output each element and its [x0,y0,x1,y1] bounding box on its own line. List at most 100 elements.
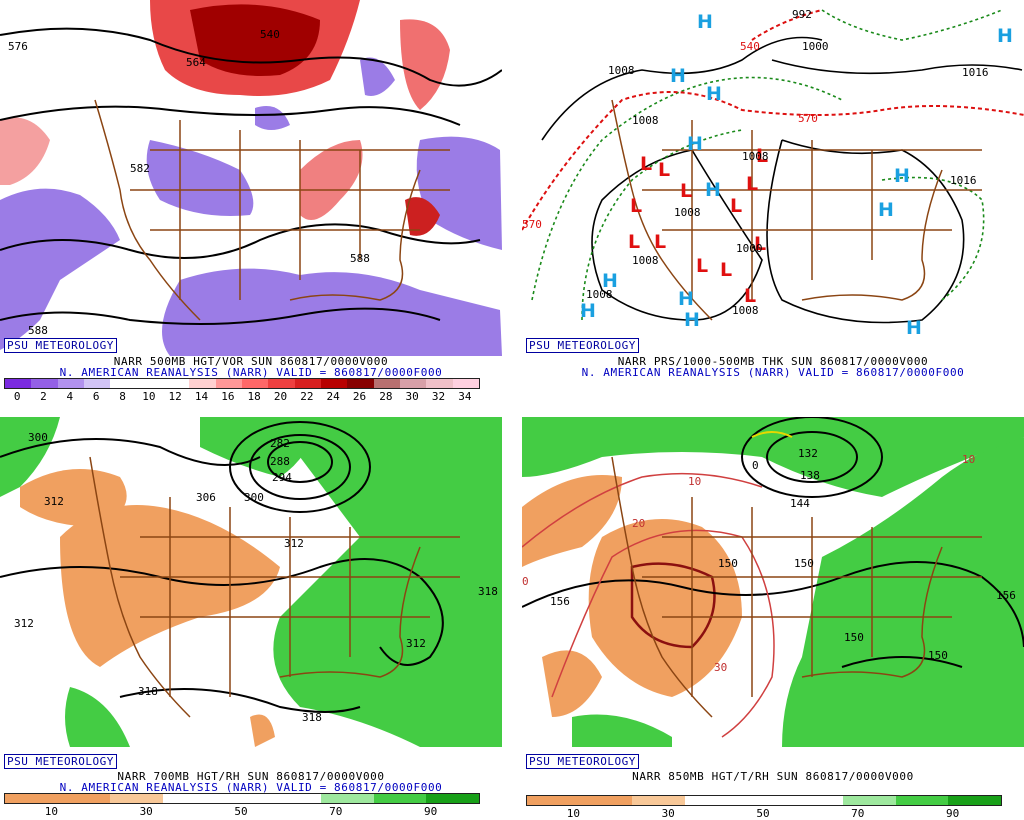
contour-label: 540 [740,40,760,53]
panel-500mb-hgt-vor: 576 540 564 582 588 588 PSU METEOROLOGY … [0,0,502,403]
contour-label: 1008 [674,206,701,219]
vorticity-max-region-atlantic [405,197,440,236]
high-pressure-symbol: H [687,133,703,155]
map-pressure-thickness: H H H H H H H H H H H H H L L L L L L L … [522,0,1024,356]
contour-label: 1008 [742,150,769,163]
contour-label: 288 [270,455,290,468]
contour-label: 144 [790,497,810,510]
contour-label: 20 [632,517,645,530]
contour-label: 1008 [632,254,659,267]
colorbar-swatch [268,379,295,388]
low-pressure-symbol: L [628,231,640,253]
vorticity-max-core [190,4,320,76]
contour-label: 564 [186,56,206,69]
colorbar-label: 50 [756,807,770,820]
caption-title: NARR PRS/1000-500MB THK SUN 860817/0000V… [617,355,929,368]
contour-label: 0 [522,575,529,588]
contour-label: 570 [522,218,542,231]
contour-label: 282 [270,437,290,450]
contour-label: 150 [718,557,738,570]
caption-title: NARR 700MB HGT/RH SUN 860817/0000V000 [117,770,385,783]
contour-label: 312 [14,617,34,630]
colorbar-swatch [31,379,58,388]
colorbar-swatch [110,794,164,803]
dry-region-gulf [250,714,275,747]
contour-label: 1008 [632,114,659,127]
low-pressure-symbol: L [640,153,652,175]
high-pressure-symbol: H [878,199,894,221]
colorbar-label: 12 [168,390,182,403]
colorbar-label: 2 [40,390,47,403]
colorbar-swatch [5,379,32,388]
colorbar-swatch [373,794,427,803]
colorbar-swatch [321,794,374,803]
colorbar-swatch [948,796,1002,805]
colorbar-label: 22 [300,390,314,403]
contour-label: 318 [138,685,158,698]
vorticity-low-region-west [0,188,120,350]
high-pressure-symbol: H [684,309,700,331]
contour-label: 570 [798,112,818,125]
colorbar-label: 6 [92,390,100,403]
contour-label: 300 [28,431,48,444]
low-pressure-symbol: L [756,145,768,167]
low-pressure-symbol: L [680,180,692,202]
colorbar-rh [4,793,480,804]
colorbar-swatch [162,379,190,388]
humid-region-northeast [273,417,502,747]
colorbar-swatch [83,379,111,388]
colorbar-label: 70 [329,805,343,818]
psu-badge: PSU METEOROLOGY [4,754,117,769]
caption-valid: N. AMERICAN REANALYSIS (NARR) VALID = 86… [59,366,443,379]
separator-horizontal [0,402,1024,417]
colorbar-label: 26 [352,390,367,403]
colorbar-swatch [5,794,58,803]
colorbar-label: 8 [119,390,126,403]
colorbar-swatch [294,379,321,388]
colorbar-label: 10 [566,807,581,820]
vorticity-low-region-lakes [360,57,395,96]
humid-region-west [0,417,60,497]
colorbar-vorticity [4,378,480,389]
colorbar-swatch [579,796,633,805]
colorbar-label: 16 [221,390,235,403]
humid-region-east [782,437,1024,747]
colorbar-swatch [895,796,949,805]
colorbar-swatch [57,379,84,388]
contour-label: 150 [844,631,864,644]
contour-label: 138 [800,469,820,482]
colorbar-label: 70 [851,807,865,820]
contour-label: 156 [550,595,570,608]
colorbar-label: 24 [326,390,340,403]
dry-region-mexico [542,650,602,717]
vorticity-max-region-northeast [400,19,450,110]
colorbar-swatch [426,379,453,388]
contour-label: 150 [794,557,814,570]
contour-label: 540 [260,28,280,41]
colorbar-label: 30 [661,807,675,820]
contour-label: 294 [272,471,292,484]
colorbar-label: 28 [379,390,393,403]
humid-region-north [522,417,1024,497]
contour-label: 132 [798,447,818,460]
colorbar-label: 32 [431,390,446,403]
colorbar-swatch [527,796,580,805]
caption-title: NARR 500MB HGT/VOR SUN 860817/0000V000 [113,355,389,368]
dry-region-pacific [522,475,622,567]
colorbar-rh [526,795,1002,806]
colorbar-label: 20 [273,390,288,403]
colorbar-swatch [215,794,269,803]
map-500mb-vorticity: 576 540 564 582 588 588 [0,0,502,356]
contour-label: 1008 [608,64,635,77]
high-pressure-symbol: H [602,270,618,292]
contour-label: 150 [928,649,948,662]
colorbar-swatch [452,379,479,388]
contour-label: 312 [406,637,426,650]
contour-label: 30 [714,661,727,674]
high-pressure-symbol: H [997,25,1013,47]
low-pressure-symbol: L [720,259,732,281]
colorbar-label: 90 [423,805,438,818]
vorticity-max-region-pacific [0,117,50,185]
colorbar-swatch [737,796,791,805]
humid-region-mexico [65,687,130,747]
